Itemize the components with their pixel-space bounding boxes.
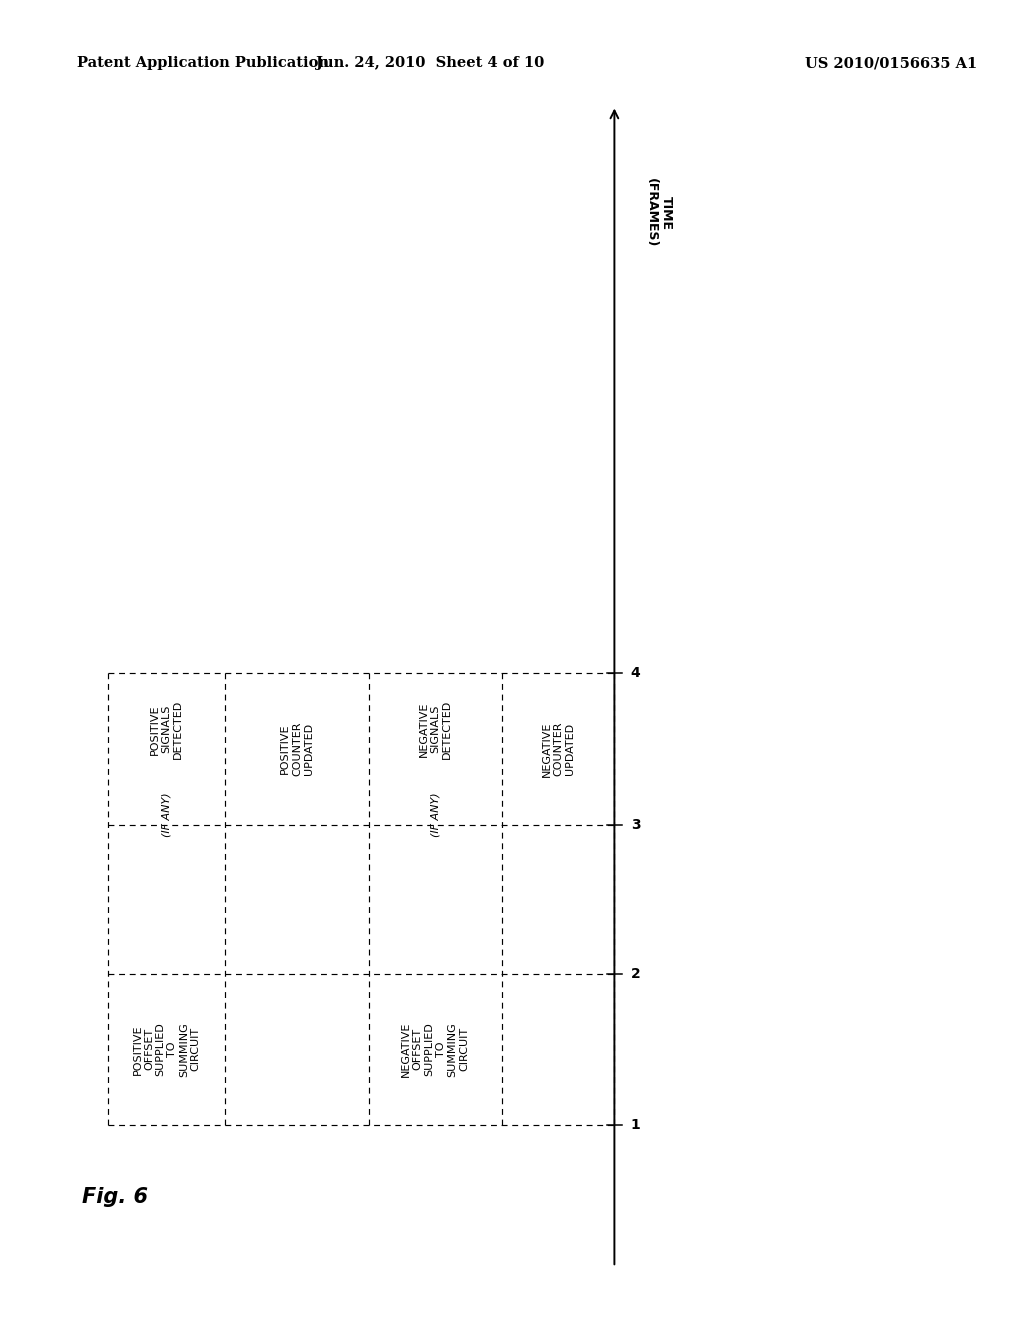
Text: POSITIVE
SIGNALS
DETECTED: POSITIVE SIGNALS DETECTED [150, 700, 183, 759]
Text: 3: 3 [631, 818, 640, 832]
Text: 1: 1 [631, 1118, 641, 1131]
Text: US 2010/0156635 A1: US 2010/0156635 A1 [805, 57, 977, 70]
Text: (IF ANY): (IF ANY) [162, 793, 171, 837]
Text: (IF ANY): (IF ANY) [430, 793, 440, 837]
Text: POSITIVE
OFFSET
SUPPLIED
TO
SUMMING
CIRCUIT: POSITIVE OFFSET SUPPLIED TO SUMMING CIRC… [132, 1022, 201, 1077]
Text: NEGATIVE
OFFSET
SUPPLIED
TO
SUMMING
CIRCUIT: NEGATIVE OFFSET SUPPLIED TO SUMMING CIRC… [401, 1022, 469, 1077]
Text: 2: 2 [631, 968, 641, 981]
Text: Patent Application Publication: Patent Application Publication [77, 57, 329, 70]
Text: Fig. 6: Fig. 6 [82, 1187, 147, 1208]
Text: TIME
(FRAMES): TIME (FRAMES) [645, 178, 673, 248]
Text: POSITIVE
COUNTER
UPDATED: POSITIVE COUNTER UPDATED [281, 722, 313, 776]
Text: NEGATIVE
SIGNALS
DETECTED: NEGATIVE SIGNALS DETECTED [419, 700, 452, 759]
Text: NEGATIVE
COUNTER
UPDATED: NEGATIVE COUNTER UPDATED [542, 722, 574, 776]
Text: Jun. 24, 2010  Sheet 4 of 10: Jun. 24, 2010 Sheet 4 of 10 [316, 57, 544, 70]
Text: 4: 4 [631, 667, 641, 680]
